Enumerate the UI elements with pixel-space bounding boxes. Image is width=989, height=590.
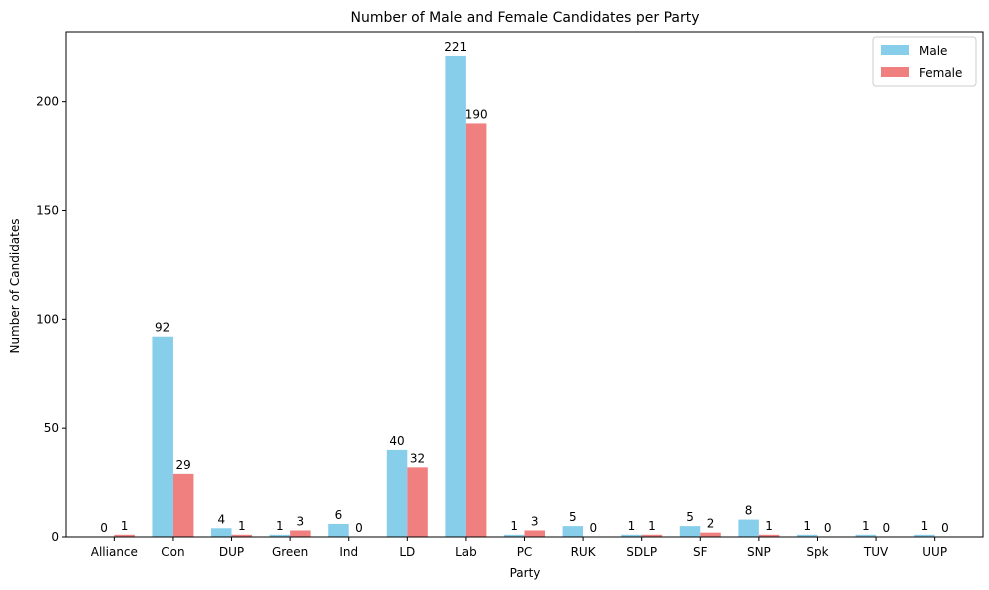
x-tick-label: Spk (806, 545, 828, 559)
y-tick-label: 0 (51, 530, 59, 544)
bar-label: 29 (176, 458, 191, 472)
x-tick-label: UUP (922, 545, 947, 559)
bar-male-green (269, 534, 291, 537)
bar-label: 1 (648, 519, 656, 533)
bar-label: 32 (410, 451, 425, 465)
bar-label: 1 (921, 519, 929, 533)
x-tick-label: SF (693, 545, 708, 559)
x-tick-label: RUK (571, 545, 597, 559)
legend-swatch-female (881, 67, 909, 77)
y-tick-label: 200 (36, 95, 59, 109)
bar-label: 0 (824, 521, 832, 535)
bar-label: 0 (941, 521, 949, 535)
bar-label: 1 (510, 519, 518, 533)
y-tick-label: 50 (44, 421, 59, 435)
bar-label: 40 (389, 434, 404, 448)
bar-male-tuv (855, 534, 877, 537)
legend-label-male: Male (919, 44, 947, 58)
bar-label: 1 (628, 519, 636, 533)
bar-female-con (172, 473, 194, 537)
bar-label: 0 (355, 521, 363, 535)
bar-male-sf (679, 526, 701, 537)
bar-female-ld (407, 467, 428, 537)
y-axis: 0 50 100 150 200 (36, 95, 66, 544)
bar-label: 1 (121, 519, 129, 533)
bar-label: 8 (745, 504, 753, 518)
bar-label: 1 (276, 519, 284, 533)
bar-label: 1 (803, 519, 811, 533)
bar-female-sdlp (641, 534, 663, 537)
bar-male-lab (445, 55, 466, 537)
x-tick-label: Green (272, 545, 308, 559)
bar-label: 0 (882, 521, 890, 535)
bar-label: 4 (217, 512, 225, 526)
bar-label: 1 (862, 519, 870, 533)
y-tick-label: 100 (36, 312, 59, 326)
bar-male-ruk (562, 526, 584, 537)
x-tick-label: Con (161, 545, 184, 559)
x-tick-label: SDLP (626, 545, 657, 559)
bar-label: 5 (686, 510, 694, 524)
plot-frame (65, 31, 984, 538)
x-axis-label: Party (510, 566, 541, 580)
bar-female-lab (465, 123, 487, 537)
x-tick-label: DUP (219, 545, 244, 559)
bar-label: 0 (100, 521, 108, 535)
bar-label: 1 (238, 519, 246, 533)
bar-male-spk (796, 534, 818, 537)
bar-female-snp (758, 534, 780, 537)
bar-label: 1 (765, 519, 773, 533)
bar-female-pc (524, 530, 546, 537)
bar-male-dup (211, 528, 232, 537)
bar-male-pc (503, 534, 525, 537)
bar-label: 221 (444, 40, 467, 54)
bar-label: 190 (465, 107, 488, 121)
bar-label: 0 (590, 521, 598, 535)
x-tick-label: PC (517, 545, 533, 559)
bar-male-sdlp (621, 534, 642, 537)
bar-male-con (152, 336, 173, 537)
legend-label-female: Female (919, 66, 962, 80)
x-axis: Alliance Con DUP Green Ind LD Lab PC RUK SDLP SF SN… (91, 537, 947, 559)
bar-label: 2 (707, 517, 715, 531)
x-tick-label: LD (399, 545, 415, 559)
bar-label: 3 (531, 514, 539, 528)
y-tick-label: 150 (36, 203, 59, 217)
x-tick-label: Lab (455, 545, 477, 559)
bar-female-alliance (114, 534, 135, 537)
bar-label: 5 (569, 510, 577, 524)
chart-title: Number of Male and Female Candidates per… (350, 10, 699, 26)
bar-male-snp (738, 519, 759, 537)
bar-male-ld (386, 449, 408, 537)
legend: Male Female (872, 36, 977, 87)
bar-female-sf (700, 532, 721, 537)
bar-female-green (290, 530, 311, 537)
x-tick-label: TUV (863, 545, 889, 559)
bar-label: 92 (155, 321, 170, 335)
y-axis-label: Number of Candidates (8, 219, 22, 354)
x-tick-label: Alliance (91, 545, 138, 559)
x-tick-label: SNP (747, 545, 771, 559)
bar-label: 6 (335, 508, 343, 522)
x-tick-label: Ind (339, 545, 358, 559)
legend-swatch-male (881, 45, 909, 55)
bar-male-ind (328, 523, 349, 537)
bar-male-uup (914, 534, 935, 537)
bar-female-dup (231, 534, 253, 537)
bar-label: 3 (297, 514, 305, 528)
